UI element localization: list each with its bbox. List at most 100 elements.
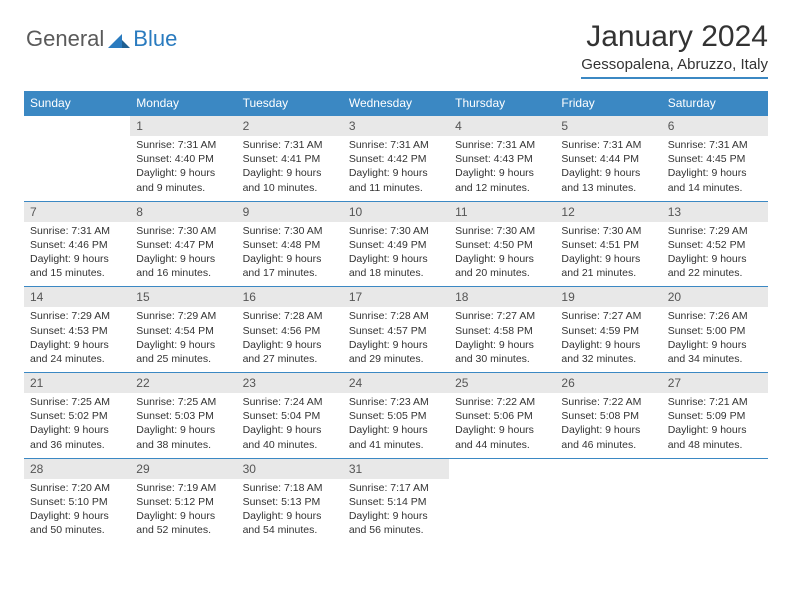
day2-text: and 56 minutes. — [349, 523, 443, 537]
day1-text: Daylight: 9 hours — [30, 509, 124, 523]
day2-text: and 14 minutes. — [668, 181, 762, 195]
sunrise-text: Sunrise: 7:22 AM — [561, 395, 655, 409]
day2-text: and 36 minutes. — [30, 438, 124, 452]
info-row: Sunrise: 7:25 AMSunset: 5:02 PMDaylight:… — [24, 393, 768, 458]
sunrise-text: Sunrise: 7:26 AM — [668, 309, 762, 323]
day1-text: Daylight: 9 hours — [668, 252, 762, 266]
logo: General Blue — [24, 26, 177, 52]
date-cell: 25 — [449, 373, 555, 394]
day2-text: and 44 minutes. — [455, 438, 549, 452]
day1-text: Daylight: 9 hours — [136, 423, 230, 437]
date-cell: 10 — [343, 201, 449, 222]
info-cell — [555, 479, 661, 544]
day2-text: and 25 minutes. — [136, 352, 230, 366]
sunset-text: Sunset: 4:47 PM — [136, 238, 230, 252]
info-cell: Sunrise: 7:26 AMSunset: 5:00 PMDaylight:… — [662, 307, 768, 372]
day1-text: Daylight: 9 hours — [668, 166, 762, 180]
day1-text: Daylight: 9 hours — [349, 423, 443, 437]
info-cell — [662, 479, 768, 544]
sunrise-text: Sunrise: 7:30 AM — [455, 224, 549, 238]
day1-text: Daylight: 9 hours — [349, 338, 443, 352]
day-header: Friday — [555, 91, 661, 116]
sunset-text: Sunset: 5:14 PM — [349, 495, 443, 509]
sunrise-text: Sunrise: 7:27 AM — [455, 309, 549, 323]
day-header: Thursday — [449, 91, 555, 116]
info-cell: Sunrise: 7:31 AMSunset: 4:44 PMDaylight:… — [555, 136, 661, 201]
day2-text: and 15 minutes. — [30, 266, 124, 280]
logo-triangle-icon — [108, 30, 130, 48]
sunset-text: Sunset: 5:10 PM — [30, 495, 124, 509]
date-cell: 27 — [662, 373, 768, 394]
day1-text: Daylight: 9 hours — [561, 423, 655, 437]
sunrise-text: Sunrise: 7:30 AM — [349, 224, 443, 238]
sunset-text: Sunset: 4:50 PM — [455, 238, 549, 252]
logo-text-2: Blue — [133, 26, 177, 52]
sunset-text: Sunset: 5:00 PM — [668, 324, 762, 338]
sunset-text: Sunset: 5:04 PM — [243, 409, 337, 423]
day2-text: and 27 minutes. — [243, 352, 337, 366]
sunset-text: Sunset: 4:48 PM — [243, 238, 337, 252]
info-cell: Sunrise: 7:31 AMSunset: 4:41 PMDaylight:… — [237, 136, 343, 201]
sunrise-text: Sunrise: 7:31 AM — [561, 138, 655, 152]
sunrise-text: Sunrise: 7:31 AM — [136, 138, 230, 152]
date-cell: 9 — [237, 201, 343, 222]
sunrise-text: Sunrise: 7:31 AM — [349, 138, 443, 152]
date-row: 78910111213 — [24, 201, 768, 222]
day-header: Saturday — [662, 91, 768, 116]
info-cell: Sunrise: 7:22 AMSunset: 5:06 PMDaylight:… — [449, 393, 555, 458]
info-cell: Sunrise: 7:31 AMSunset: 4:46 PMDaylight:… — [24, 222, 130, 287]
date-cell — [24, 116, 130, 137]
day-header: Sunday — [24, 91, 130, 116]
sunset-text: Sunset: 5:12 PM — [136, 495, 230, 509]
date-cell: 14 — [24, 287, 130, 308]
header: General Blue January 2024 Gessopalena, A… — [24, 20, 768, 79]
date-cell — [555, 458, 661, 479]
day2-text: and 13 minutes. — [561, 181, 655, 195]
info-cell: Sunrise: 7:28 AMSunset: 4:56 PMDaylight:… — [237, 307, 343, 372]
day1-text: Daylight: 9 hours — [30, 252, 124, 266]
sunrise-text: Sunrise: 7:25 AM — [136, 395, 230, 409]
sunrise-text: Sunrise: 7:28 AM — [243, 309, 337, 323]
sunset-text: Sunset: 5:02 PM — [30, 409, 124, 423]
sunrise-text: Sunrise: 7:25 AM — [30, 395, 124, 409]
sunrise-text: Sunrise: 7:30 AM — [243, 224, 337, 238]
day2-text: and 22 minutes. — [668, 266, 762, 280]
sunset-text: Sunset: 5:13 PM — [243, 495, 337, 509]
date-cell: 24 — [343, 373, 449, 394]
sunset-text: Sunset: 4:49 PM — [349, 238, 443, 252]
info-cell: Sunrise: 7:27 AMSunset: 4:58 PMDaylight:… — [449, 307, 555, 372]
day2-text: and 30 minutes. — [455, 352, 549, 366]
day1-text: Daylight: 9 hours — [30, 423, 124, 437]
day2-text: and 50 minutes. — [30, 523, 124, 537]
sunrise-text: Sunrise: 7:29 AM — [136, 309, 230, 323]
sunrise-text: Sunrise: 7:28 AM — [349, 309, 443, 323]
day2-text: and 40 minutes. — [243, 438, 337, 452]
sunset-text: Sunset: 5:09 PM — [668, 409, 762, 423]
date-cell: 22 — [130, 373, 236, 394]
sunset-text: Sunset: 4:54 PM — [136, 324, 230, 338]
info-cell: Sunrise: 7:31 AMSunset: 4:43 PMDaylight:… — [449, 136, 555, 201]
day2-text: and 46 minutes. — [561, 438, 655, 452]
day1-text: Daylight: 9 hours — [136, 509, 230, 523]
sunset-text: Sunset: 4:59 PM — [561, 324, 655, 338]
day1-text: Daylight: 9 hours — [668, 338, 762, 352]
sunset-text: Sunset: 5:08 PM — [561, 409, 655, 423]
month-title: January 2024 — [581, 20, 768, 54]
date-cell: 8 — [130, 201, 236, 222]
sunrise-text: Sunrise: 7:27 AM — [561, 309, 655, 323]
info-cell: Sunrise: 7:30 AMSunset: 4:49 PMDaylight:… — [343, 222, 449, 287]
sunrise-text: Sunrise: 7:31 AM — [455, 138, 549, 152]
sunrise-text: Sunrise: 7:21 AM — [668, 395, 762, 409]
location-label: Gessopalena, Abruzzo, Italy — [581, 56, 768, 79]
day-header-row: Sunday Monday Tuesday Wednesday Thursday… — [24, 91, 768, 116]
sunset-text: Sunset: 4:43 PM — [455, 152, 549, 166]
info-cell: Sunrise: 7:25 AMSunset: 5:02 PMDaylight:… — [24, 393, 130, 458]
date-cell: 26 — [555, 373, 661, 394]
info-cell: Sunrise: 7:31 AMSunset: 4:42 PMDaylight:… — [343, 136, 449, 201]
date-cell: 31 — [343, 458, 449, 479]
day2-text: and 18 minutes. — [349, 266, 443, 280]
day1-text: Daylight: 9 hours — [561, 338, 655, 352]
day1-text: Daylight: 9 hours — [243, 509, 337, 523]
sunrise-text: Sunrise: 7:30 AM — [561, 224, 655, 238]
day2-text: and 10 minutes. — [243, 181, 337, 195]
